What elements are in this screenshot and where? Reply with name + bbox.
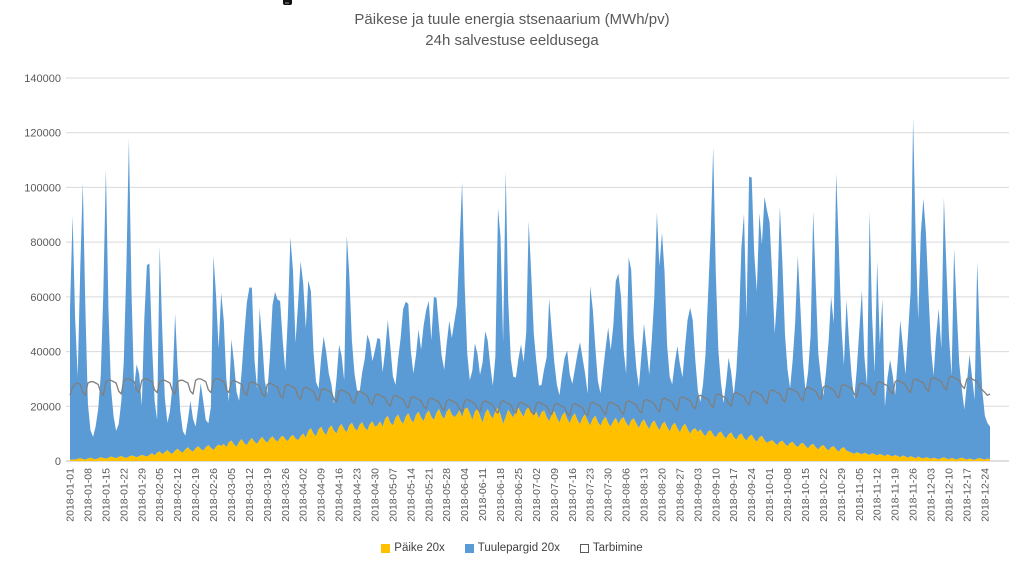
x-axis-label: 2018-10-01 — [764, 468, 776, 522]
x-axis-label: 2018-12-10 — [944, 468, 956, 522]
wind-area-series — [70, 117, 990, 460]
x-axis-label: 2018-11-26 — [908, 468, 920, 521]
legend-label-solar: Päike 20x — [394, 542, 445, 554]
x-axis-label: 2018-06-18 — [495, 468, 507, 522]
x-axis-label: 2018-12-24 — [979, 468, 991, 522]
legend-item-consumption: Tarbimine — [579, 542, 643, 554]
x-axis-label: 2018-01-15 — [100, 468, 112, 522]
x-axis-label: 2018-01-22 — [118, 468, 130, 522]
x-axis-label: 2018-09-17 — [728, 468, 740, 522]
y-axis-label: 0 — [55, 456, 61, 468]
x-axis-label: 2018-12-03 — [926, 468, 938, 522]
y-axis-label: 140000 — [24, 73, 61, 85]
x-axis-label: 2018-03-19 — [262, 468, 274, 522]
x-axis-label: 2018-10-08 — [782, 468, 794, 522]
chart-legend: Päike 20x Tuulepargid 20x Tarbimine — [0, 542, 1024, 554]
x-axis-label: 2018-06-11 — [477, 468, 489, 521]
legend-item-wind: Tuulepargid 20x — [464, 542, 560, 554]
legend-label-wind: Tuulepargid 20x — [477, 542, 560, 554]
x-axis-label: 2018-02-12 — [172, 468, 184, 522]
x-axis-label: 2018-06-25 — [513, 468, 525, 522]
x-axis-label: 2018-04-30 — [370, 468, 382, 522]
solar-area-series — [70, 407, 990, 461]
y-axis-label: 20000 — [30, 401, 61, 413]
y-axis-label: 60000 — [30, 292, 61, 304]
x-axis-label: 2018-01-29 — [136, 468, 148, 522]
x-axis-label: 2018-03-26 — [280, 468, 292, 522]
x-axis-label: 2018-11-05 — [854, 468, 866, 521]
consumption-swatch-icon — [579, 543, 589, 553]
x-axis-label: 2018-10-15 — [800, 468, 812, 522]
x-axis-label: 2018-05-28 — [441, 468, 453, 522]
x-axis-label: 2018-12-17 — [961, 468, 973, 522]
x-axis-label: 2018-03-12 — [244, 468, 256, 522]
x-axis-label: 2018-04-16 — [334, 468, 346, 522]
y-axis-label: 80000 — [30, 237, 61, 249]
x-axis-label: 2018-08-27 — [674, 468, 686, 522]
x-axis-label: 2018-02-26 — [208, 468, 220, 522]
x-axis-label: 2018-07-23 — [585, 468, 597, 522]
x-axis-label: 2018-09-03 — [692, 468, 704, 522]
x-axis-label: 2018-04-02 — [298, 468, 310, 522]
x-axis-label: 2018-08-06 — [621, 468, 633, 522]
x-axis-label: 2018-11-19 — [890, 468, 902, 521]
cropped-heading-fragment-detail — [285, 2, 289, 4]
legend-item-solar: Päike 20x — [381, 542, 445, 554]
wind-swatch-icon — [464, 543, 474, 553]
x-axis-label: 2018-03-05 — [226, 468, 238, 522]
x-axis-label: 2018-01-01 — [65, 468, 77, 522]
x-axis-label: 2018-07-02 — [531, 468, 543, 522]
y-axis-label: 40000 — [30, 347, 61, 359]
x-axis-label: 2018-06-04 — [459, 468, 471, 522]
x-axis-label: 2018-07-30 — [603, 468, 615, 522]
chart-subtitle: 24h salvestuse eeldusega — [425, 32, 599, 49]
x-axis-label: 2018-07-09 — [549, 468, 561, 522]
x-axis-label: 2018-05-21 — [423, 468, 435, 522]
x-axis-label: 2018-04-09 — [316, 468, 328, 522]
consumption-line-series — [69, 375, 991, 417]
legend-label-consumption: Tarbimine — [592, 542, 643, 554]
x-axis-label: 2018-11-12 — [872, 468, 884, 521]
chart-title: Päikese ja tuule energia stsenaarium (MW… — [354, 11, 670, 28]
chart-title-block: Päikese ja tuule energia stsenaarium (MW… — [0, 9, 1024, 51]
x-axis-label: 2018-07-16 — [567, 468, 579, 522]
x-axis-label: 2018-10-22 — [818, 468, 830, 522]
x-axis-label: 2018-01-08 — [82, 468, 94, 522]
solar-swatch-icon — [381, 543, 391, 553]
x-axis-label: 2018-08-20 — [657, 468, 669, 522]
x-axis-label: 2018-09-10 — [710, 468, 722, 522]
x-axis-label: 2018-02-05 — [154, 468, 166, 522]
x-axis-label: 2018-08-13 — [639, 468, 651, 522]
x-axis-label: 2018-02-19 — [190, 468, 202, 522]
x-axis-label: 2018-04-23 — [352, 468, 364, 522]
x-axis-label: 2018-05-14 — [405, 468, 417, 522]
y-axis-label: 100000 — [24, 182, 61, 194]
y-axis-label: 120000 — [24, 128, 61, 140]
x-axis-label: 2018-10-29 — [836, 468, 848, 522]
x-axis-label: 2018-09-24 — [746, 468, 758, 522]
x-axis-label: 2018-05-07 — [387, 468, 399, 522]
